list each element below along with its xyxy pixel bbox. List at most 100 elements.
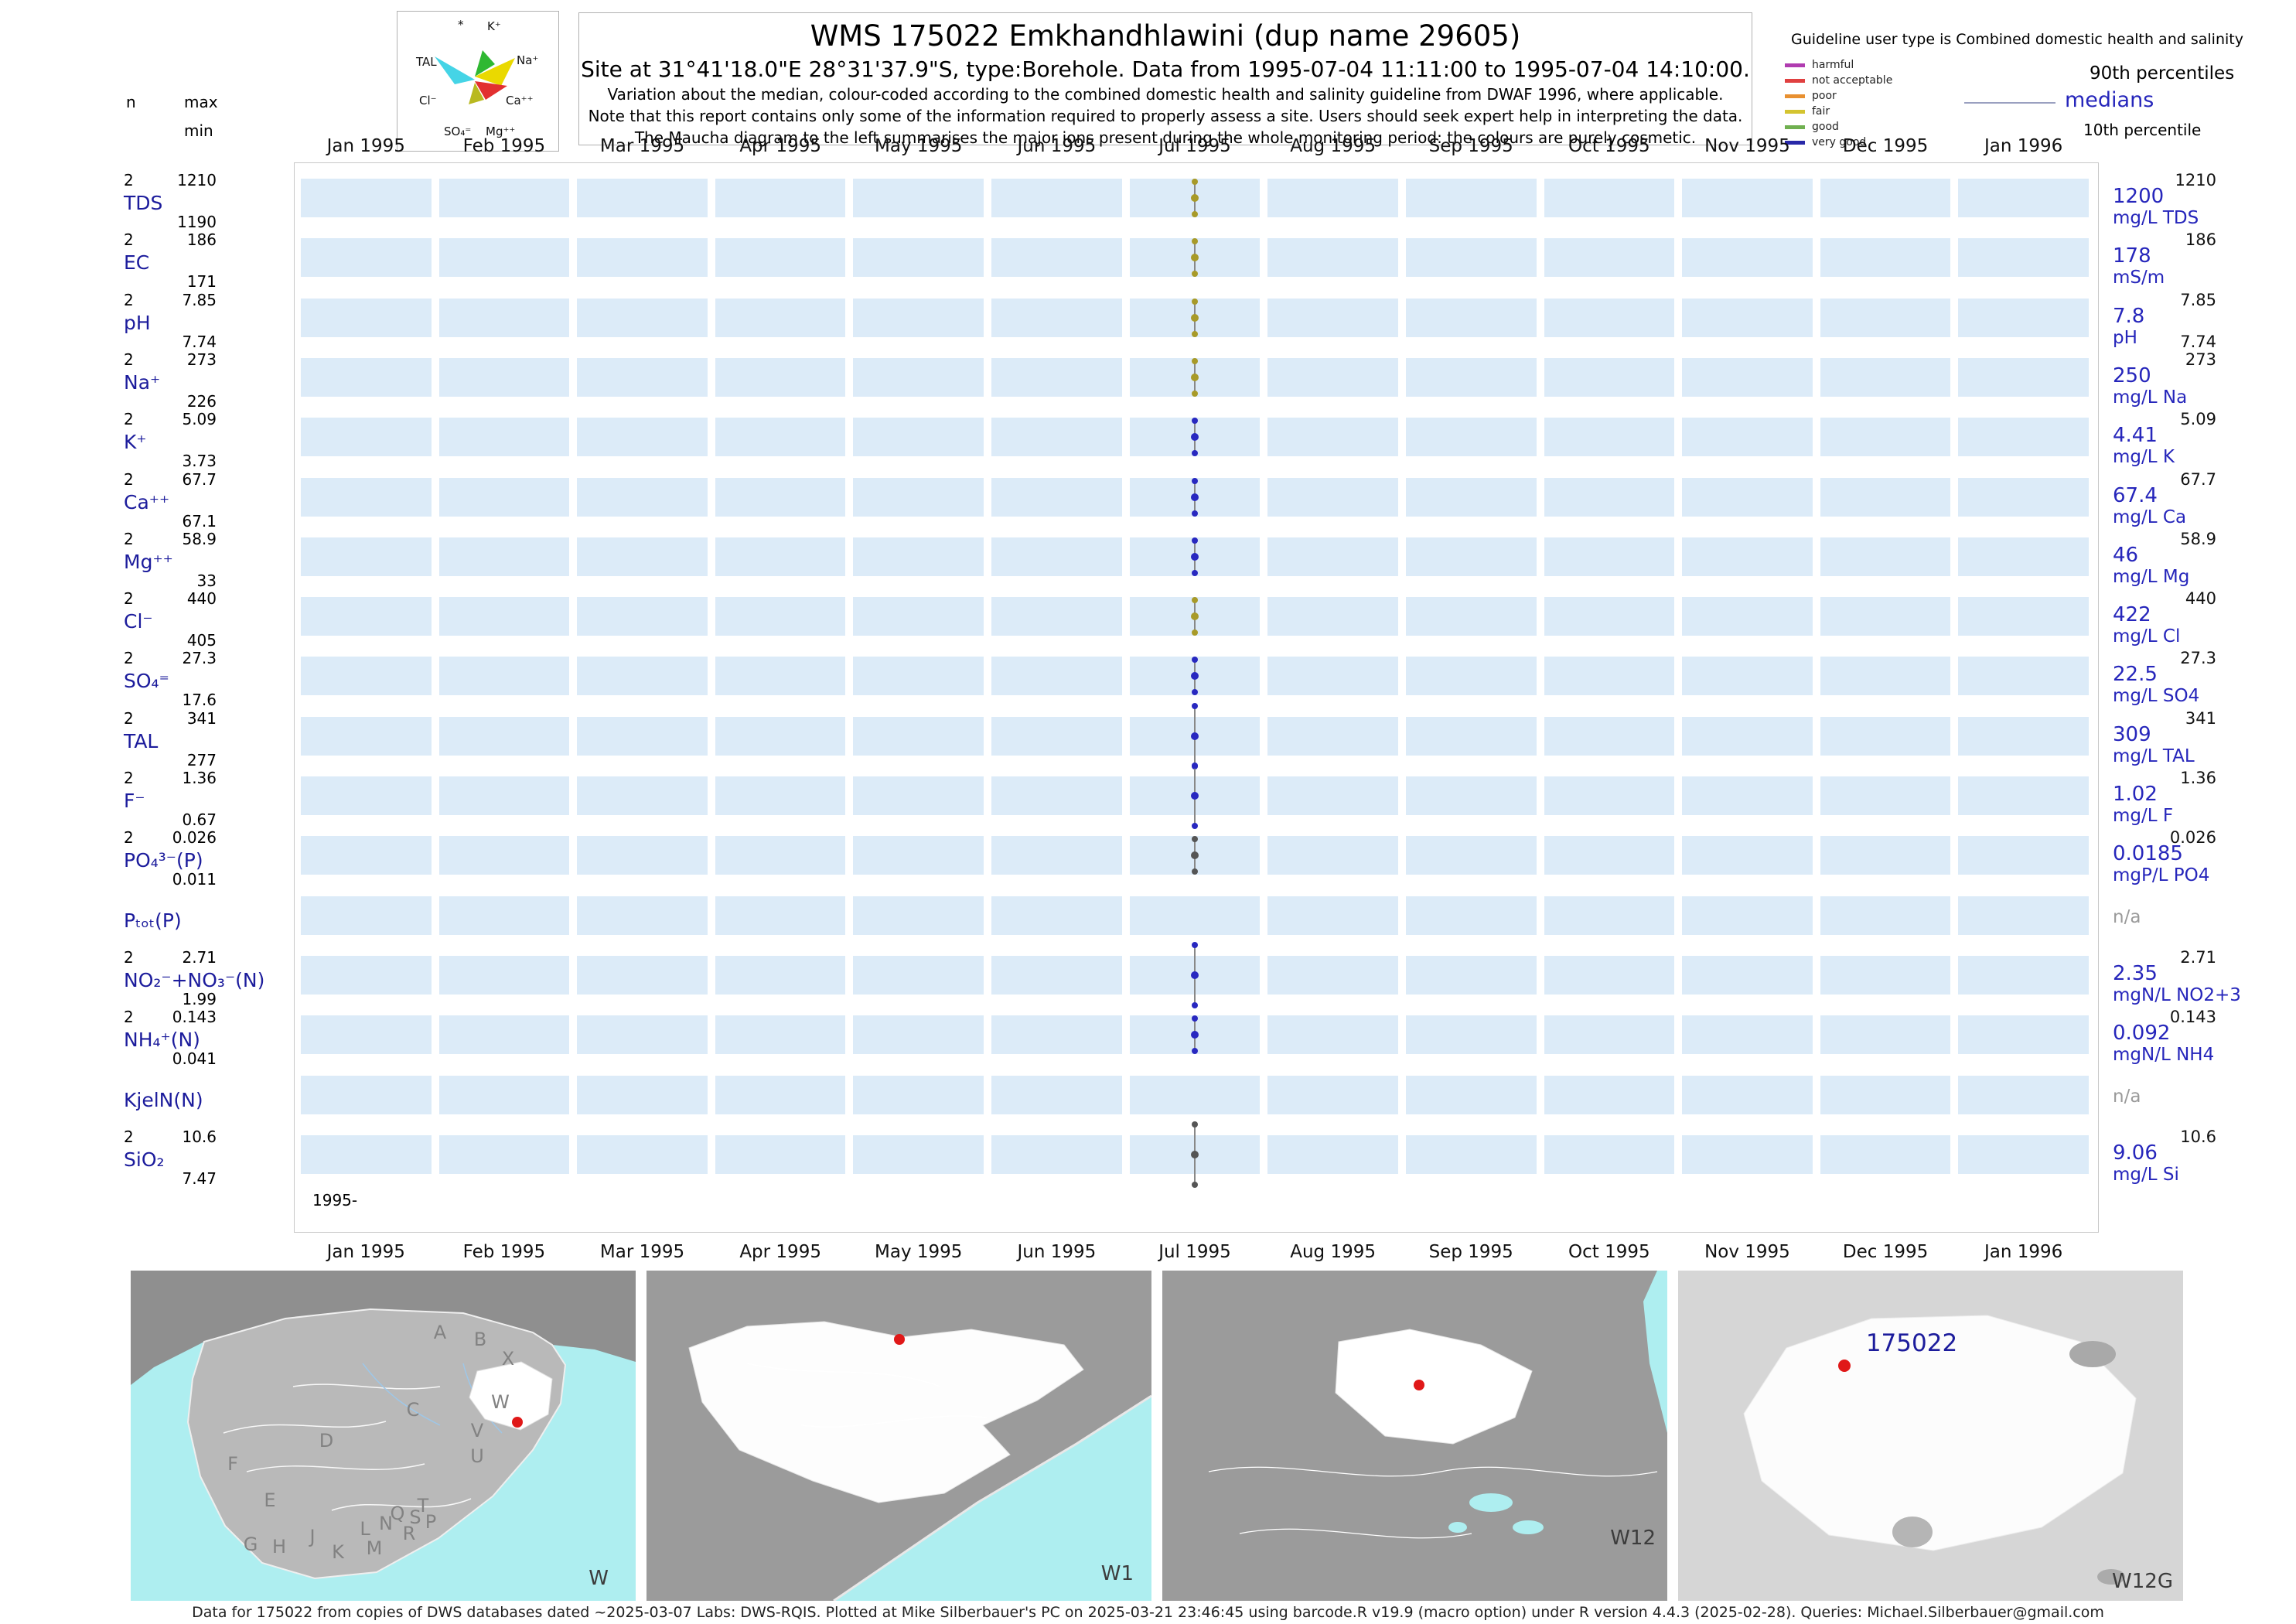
chart-cell xyxy=(1405,357,1537,397)
region-w-highlight xyxy=(469,1361,553,1431)
chart-cell xyxy=(1544,477,1675,517)
min-value: 67.1 xyxy=(182,511,217,531)
chart-cell xyxy=(853,896,984,935)
max-value: 440 xyxy=(186,589,217,609)
chart-cell xyxy=(438,776,570,815)
region-letter: G xyxy=(244,1534,258,1555)
chart-cell xyxy=(991,179,1122,217)
max-value: 186 xyxy=(186,230,217,250)
parameter-label: EC xyxy=(124,251,150,275)
legend-class: not acceptable xyxy=(1785,73,1892,88)
chart-cell xyxy=(577,357,708,397)
chart-cell xyxy=(1544,597,1675,636)
unit-label: mgN/L NO2+3 xyxy=(2113,984,2241,1005)
chart-cell xyxy=(1267,1075,1398,1114)
data-point xyxy=(1192,629,1198,636)
chart-cell xyxy=(1544,238,1675,278)
chart-cell xyxy=(853,477,984,517)
chart-cell xyxy=(1958,836,2089,875)
maucha-wedge-yellow xyxy=(475,58,515,86)
p90-value: 2.71 xyxy=(2180,947,2216,967)
chart-cell xyxy=(1682,1134,1813,1174)
chart-cell xyxy=(715,537,846,576)
chart-cell xyxy=(1820,716,1951,756)
data-point xyxy=(1192,271,1198,278)
min-value: 226 xyxy=(186,391,217,411)
unit-label: mgP/L PO4 xyxy=(2113,865,2210,886)
region-letter: E xyxy=(264,1489,275,1511)
chart-cell xyxy=(1958,1075,2089,1114)
chart-cell xyxy=(715,1134,846,1174)
chart-cell xyxy=(1267,955,1398,995)
chart-cell xyxy=(1405,238,1537,278)
chart-cell xyxy=(1544,657,1675,696)
chart-cell xyxy=(991,776,1122,815)
month-label: Feb 1995 xyxy=(462,136,546,156)
parameter-label: NO₂⁻+NO₃⁻(N) xyxy=(124,968,265,991)
chart-cell xyxy=(1267,357,1398,397)
maucha-wedge-green xyxy=(475,50,495,77)
chart-cell xyxy=(438,657,570,696)
min-value: 171 xyxy=(186,272,217,292)
maucha-wedge-cyan xyxy=(435,56,475,84)
chart-cell xyxy=(1820,896,1951,935)
unit-label: mg/L Ca xyxy=(2113,507,2187,527)
data-point xyxy=(1192,510,1198,517)
data-point xyxy=(1192,657,1198,664)
chart-cell xyxy=(1544,716,1675,756)
region-letter: U xyxy=(470,1445,484,1467)
chart-cell xyxy=(991,836,1122,875)
chart-cell xyxy=(577,477,708,517)
site-marker xyxy=(894,1334,905,1345)
min-value: 3.73 xyxy=(182,452,217,471)
site-info-line: Site at 31°41'18.0"E 28°31'37.9"S, type:… xyxy=(581,56,1750,82)
chart-cell xyxy=(438,238,570,278)
chart-cell xyxy=(1958,238,2089,278)
data-point xyxy=(1191,1150,1199,1158)
data-point xyxy=(1192,477,1198,484)
chart-cell xyxy=(577,657,708,696)
month-label: Jun 1995 xyxy=(1017,136,1097,156)
chart-cell xyxy=(1405,776,1537,815)
chart-cell xyxy=(577,1015,708,1055)
min-value: 1.99 xyxy=(182,989,217,1008)
chart-cell xyxy=(1958,298,2089,337)
chart-cell xyxy=(1544,179,1675,217)
chart-cell xyxy=(1958,657,2089,696)
legend-class-swatch xyxy=(1785,78,1805,83)
chart-cell xyxy=(1544,357,1675,397)
chart-cell xyxy=(1267,537,1398,576)
data-point xyxy=(1192,569,1198,576)
data-point xyxy=(1192,537,1198,544)
chart-cell xyxy=(577,1075,708,1114)
chart-cell xyxy=(438,537,570,576)
x-axis-start-label: 1995- xyxy=(312,1191,358,1209)
chart-cell xyxy=(1544,836,1675,875)
chart-cell xyxy=(301,1015,432,1055)
median-value: 2.35 xyxy=(2113,961,2158,985)
chart-cell xyxy=(715,357,846,397)
chart-cell xyxy=(301,657,432,696)
chart-cell xyxy=(1405,896,1537,935)
parameter-label: PO₄³⁻(P) xyxy=(124,849,203,872)
maucha-na-label: Na⁺ xyxy=(517,53,539,67)
data-point xyxy=(1192,330,1198,337)
chart-cell xyxy=(1267,836,1398,875)
sample-count: 2 xyxy=(124,171,134,189)
chart-cell xyxy=(1682,537,1813,576)
min-value: 0.041 xyxy=(172,1049,217,1069)
parameter-label: KjelN(N) xyxy=(124,1088,203,1111)
chart-cell xyxy=(1958,955,2089,995)
region-letter: D xyxy=(319,1430,333,1452)
chart-cell xyxy=(1820,238,1951,278)
chart-cell xyxy=(991,1075,1122,1114)
chart-cell xyxy=(1682,836,1813,875)
station-number-label: 175022 xyxy=(1866,1329,1957,1357)
chart-cell xyxy=(991,955,1122,995)
chart-cell xyxy=(1267,418,1398,457)
chart-cell xyxy=(1682,597,1813,636)
data-point xyxy=(1191,612,1199,621)
maucha-tal-label: TAL xyxy=(416,55,437,69)
